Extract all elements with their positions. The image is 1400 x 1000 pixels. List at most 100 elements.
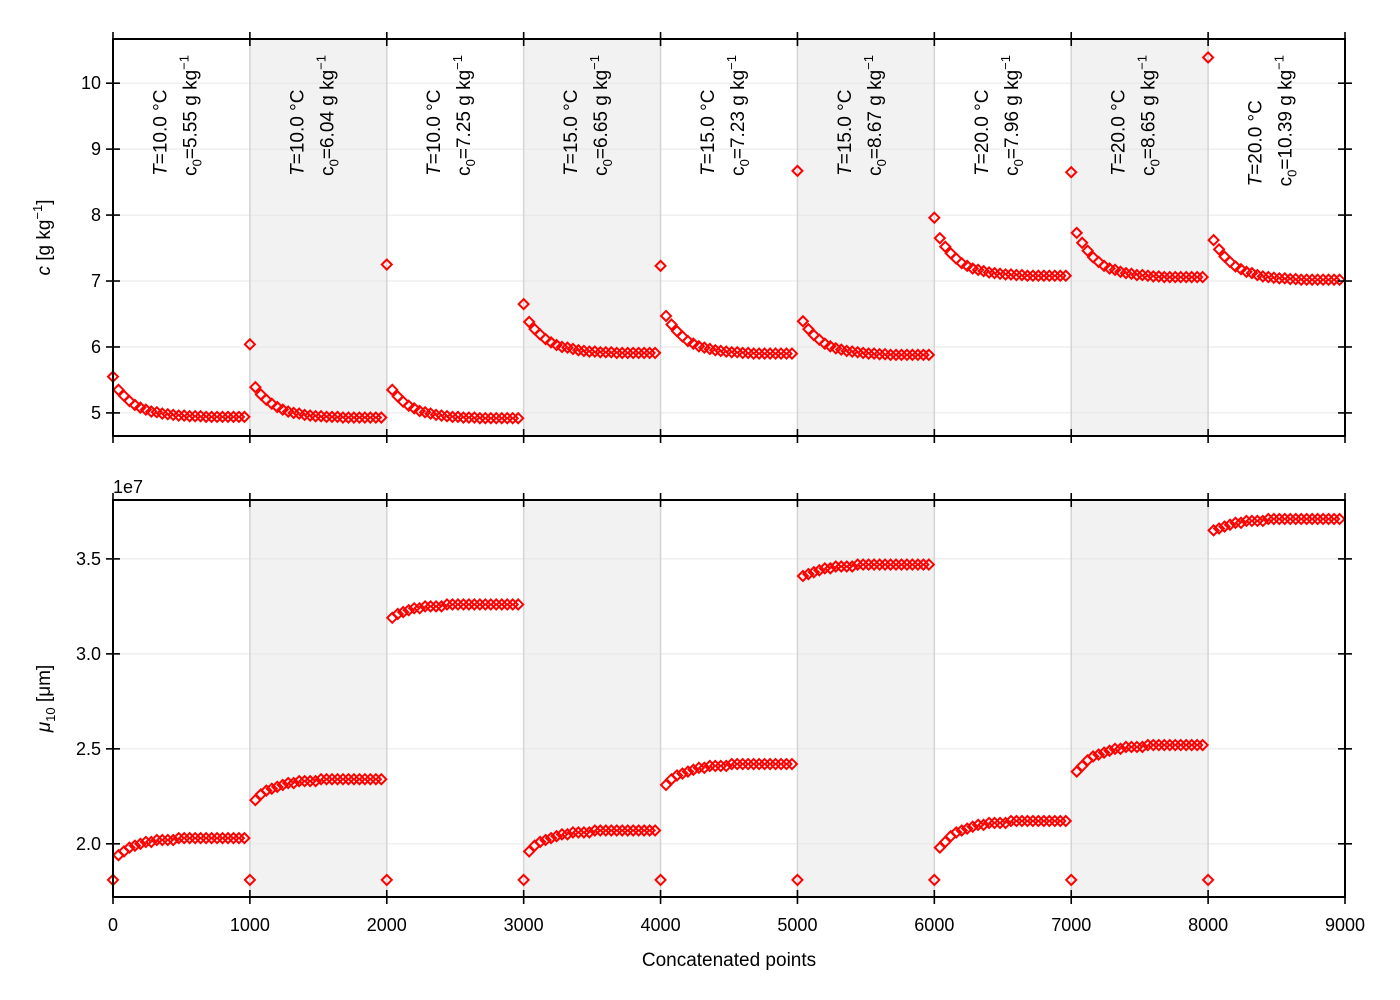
data-point	[402, 603, 416, 617]
data-point	[1223, 518, 1237, 532]
x-tick-label: 9000	[1325, 915, 1365, 935]
data-point	[435, 599, 448, 613]
data-point	[1234, 262, 1248, 276]
c0-value: =8.67 g kg	[865, 70, 886, 159]
data-point	[812, 563, 826, 577]
data-point	[697, 761, 711, 775]
data-point	[237, 410, 251, 424]
y-tick-label: 3.0	[76, 644, 101, 664]
data-point	[686, 337, 700, 351]
data-point	[259, 393, 273, 407]
data-point	[796, 569, 810, 583]
data-point	[960, 822, 974, 836]
data-point	[123, 841, 136, 855]
segment-label: c0=8.65 g kg−1T=20.0 °C	[1109, 55, 1163, 176]
data-point	[243, 337, 257, 351]
data-point	[807, 565, 821, 579]
data-point	[265, 397, 279, 411]
x-tick-label: 3000	[504, 915, 544, 935]
data-point	[385, 383, 399, 397]
data-point	[517, 297, 531, 311]
segment-label-temperature: T=15.0 °C	[698, 90, 719, 176]
x-tick-label: 8000	[1188, 915, 1228, 935]
segment-label-temperature: T=15.0 °C	[561, 90, 582, 176]
data-point	[276, 778, 290, 792]
data-point	[1064, 165, 1078, 179]
c0-exponent: −1	[1135, 55, 1150, 70]
segment-label-c0: c0=7.23 g kg−1	[724, 55, 752, 176]
x-tick-label: 1000	[230, 915, 270, 935]
c0-symbol: c	[1139, 166, 1160, 176]
c0-exponent: −1	[313, 55, 328, 70]
data-point	[922, 558, 936, 571]
data-point	[845, 560, 859, 573]
axes-frame	[112, 499, 1346, 898]
y-axis-label: c [g kg−1]	[30, 199, 55, 275]
y-label-close: ]	[34, 199, 55, 204]
y-tick-label: 6	[91, 337, 101, 357]
shaded-segment	[523, 39, 661, 436]
c0-subscript: 0	[1285, 170, 1300, 177]
y-label-symbol: c	[34, 266, 55, 276]
data-point	[686, 763, 700, 777]
segment-label-temperature: T=10.0 °C	[287, 90, 308, 176]
data-point	[144, 835, 158, 849]
y-tick-label: 8	[91, 205, 101, 225]
segment-label-temperature: T=10.0 °C	[150, 90, 171, 176]
data-point	[960, 259, 974, 273]
data-point	[977, 818, 991, 832]
c0-subscript: 0	[1011, 159, 1026, 166]
data-point	[270, 780, 284, 794]
c0-symbol: c	[317, 166, 338, 176]
data-point	[719, 759, 733, 773]
data-point	[309, 774, 323, 788]
y-tick-label: 10	[81, 73, 101, 93]
data-point	[1135, 740, 1149, 754]
data-point	[1333, 512, 1346, 526]
temperature-symbol: T	[287, 163, 308, 176]
data-point	[791, 873, 804, 887]
segment-label-c0: c0=7.96 g kg−1	[998, 55, 1026, 176]
data-point	[1103, 744, 1116, 758]
data-point	[511, 598, 525, 611]
data-point	[938, 240, 952, 254]
c0-value: =7.25 g kg	[454, 70, 475, 159]
segment-label-temperature: T=15.0 °C	[835, 90, 856, 176]
data-point	[801, 567, 815, 581]
data-point	[665, 318, 678, 331]
data-point	[1212, 522, 1226, 535]
c0-value: =6.04 g kg	[317, 70, 338, 159]
data-point	[123, 394, 136, 408]
c0-value: =7.23 g kg	[728, 70, 749, 159]
data-point	[1196, 738, 1210, 752]
c0-symbol: c	[728, 166, 749, 176]
temperature-value: =20.0 °C	[1246, 100, 1267, 175]
mu10-panel: 2.0 2.5 3.0 3.5 0 1000 2000 3000 4000 5000 6000 700…	[34, 477, 1365, 935]
data-point	[533, 835, 547, 849]
data-point	[1097, 259, 1111, 273]
data-point	[265, 782, 279, 796]
temperature-symbol: T	[561, 163, 582, 176]
data-point	[380, 258, 394, 271]
c0-subscript: 0	[326, 159, 341, 166]
data-point	[374, 411, 388, 424]
data-point	[128, 839, 142, 853]
data-point	[1234, 516, 1248, 530]
data-point	[933, 231, 947, 245]
segment-label-c0: c0=6.04 g kg−1	[313, 55, 341, 176]
shaded-segment	[797, 39, 935, 436]
data-point	[1256, 514, 1270, 528]
data-point	[676, 767, 689, 780]
x-tick-label: 4000	[641, 915, 681, 935]
data-point	[949, 826, 963, 839]
data-point	[243, 873, 257, 887]
c0-exponent: −1	[587, 55, 602, 70]
c0-value: =10.39 g kg	[1276, 70, 1297, 170]
shaded-segment	[1071, 500, 1209, 897]
data-point	[1081, 244, 1095, 258]
segment-label-temperature: T=20.0 °C	[972, 90, 993, 176]
x-tick-label: 5000	[777, 915, 817, 935]
temperature-value: =10.0 °C	[150, 90, 171, 165]
